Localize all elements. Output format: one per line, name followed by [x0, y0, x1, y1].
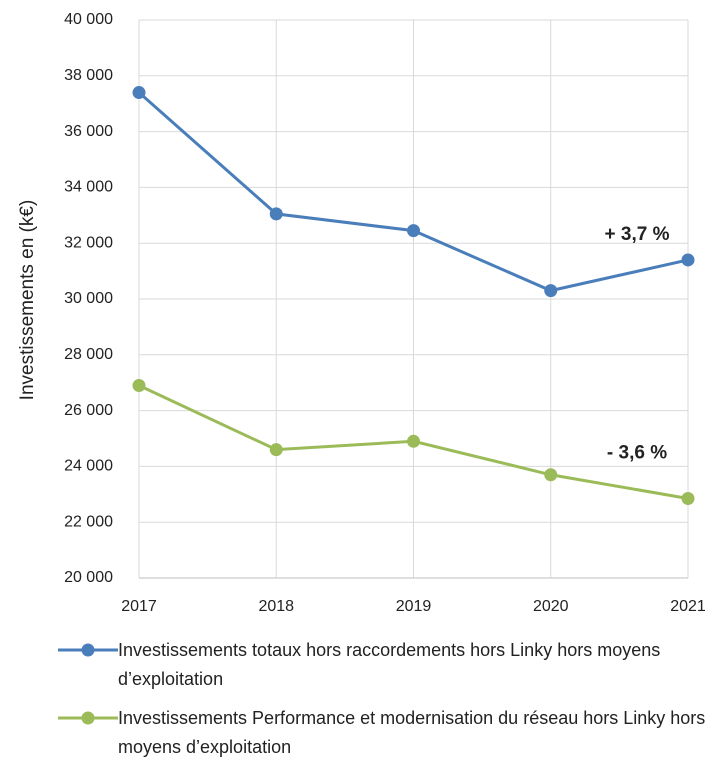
legend-swatch — [58, 643, 118, 657]
y-tick-label: 34 000 — [64, 179, 113, 196]
data-point — [269, 207, 283, 221]
x-tick-label: 2017 — [121, 598, 157, 615]
y-tick-label: 32 000 — [64, 234, 113, 251]
data-point — [544, 284, 558, 298]
data-point — [681, 491, 695, 505]
y-tick-label: 30 000 — [64, 290, 113, 307]
y-tick-label: 36 000 — [64, 123, 113, 140]
legend-item: Investissements totaux hors raccordement… — [56, 636, 706, 694]
chart: Investissements en (k€) 20 000 22 000 24 0… — [17, 11, 706, 615]
data-point — [681, 253, 695, 267]
y-axis-label: Investissements en (k€) — [17, 200, 38, 401]
legend-marker — [81, 711, 95, 725]
data-point — [407, 224, 420, 238]
legend-item: Investissements Performance et modernisa… — [56, 704, 706, 762]
y-tick-label: 38 000 — [64, 67, 113, 84]
y-tick-label: 20 000 — [64, 569, 113, 586]
annotation: + 3,7 % — [605, 224, 670, 245]
legend: Investissements totaux hors raccordement… — [56, 636, 706, 763]
data-point — [269, 443, 283, 457]
annotation: - 3,6 % — [607, 443, 667, 464]
x-tick-label: 2019 — [396, 598, 432, 615]
data-point — [132, 378, 146, 392]
legend-marker — [81, 643, 95, 657]
legend-label: Investissements Performance et modernisa… — [118, 708, 706, 757]
data-point — [544, 468, 558, 482]
y-tick-label: 22 000 — [64, 513, 113, 530]
x-tick-label: 2020 — [533, 598, 569, 615]
legend-label: Investissements totaux hors raccordement… — [118, 640, 661, 689]
x-tick-label: 2018 — [258, 598, 294, 615]
data-point — [132, 86, 146, 100]
data-point — [407, 434, 420, 448]
y-tick-label: 26 000 — [64, 402, 113, 419]
x-tick-label: 2021 — [670, 598, 706, 615]
y-tick-label: 24 000 — [64, 458, 113, 475]
legend-swatch — [58, 711, 118, 725]
y-tick-label: 40 000 — [64, 11, 113, 28]
y-tick-label: 28 000 — [64, 346, 113, 363]
